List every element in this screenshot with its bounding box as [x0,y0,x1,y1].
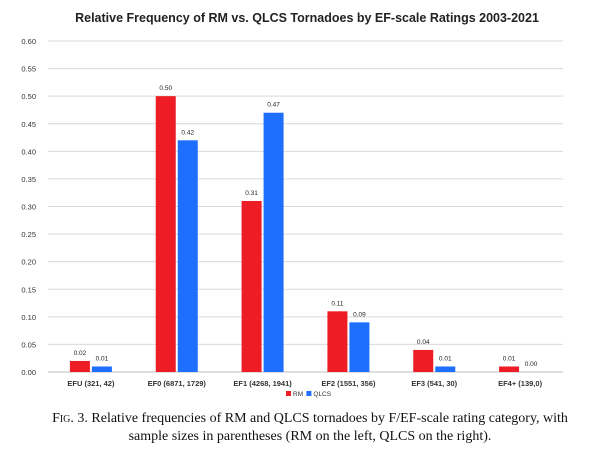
y-tick-label: 0.40 [21,147,36,156]
y-tick-label: 0.50 [21,92,36,101]
data-label-rm: 0.04 [417,339,430,346]
legend-swatch-qlcs [306,391,312,396]
figure-caption: Fig. 3. Relative frequencies of RM and Q… [40,410,580,446]
x-tick-label: EF4+ (139,0) [498,379,542,388]
x-tick-label: EF3 (541, 30) [411,379,457,388]
y-tick-label: 0.30 [21,203,36,212]
data-label-qlcs: 0.01 [439,355,452,362]
y-tick-label: 0.35 [21,175,36,184]
legend-swatch-rm [286,391,291,396]
data-label-rm: 0.02 [74,350,87,357]
chart-title: Relative Frequency of RM vs. QLCS Tornad… [75,11,539,25]
bar-rm-2 [241,200,262,372]
data-label-rm: 0.50 [159,85,172,92]
bar-qlcs-4 [435,366,456,372]
bar-rm-4 [413,349,434,372]
chart-area: Relative Frequency of RM vs. QLCS Tornad… [21,11,563,398]
bar-qlcs-0 [91,366,112,372]
x-tick-label: EF2 (1551, 356) [321,379,376,388]
y-tick-label: 0.05 [21,340,36,349]
bar-qlcs-3 [349,322,370,372]
y-tick-label: 0.00 [21,368,36,377]
data-label-qlcs: 0.00 [525,361,538,368]
x-tick-label: EF1 (4268, 1941) [233,379,292,388]
data-label-rm: 0.01 [503,355,516,362]
x-tick-label: EF0 (6871, 1729) [148,379,207,388]
y-tick-label: 0.55 [21,65,36,74]
y-tick-label: 0.25 [21,230,36,239]
x-tick-label: EFU (321, 42) [67,379,115,388]
data-label-qlcs: 0.47 [267,102,280,109]
caption-fig-label: Fig. 3. [52,411,88,426]
bar-rm-3 [327,311,348,372]
y-tick-label: 0.10 [21,313,36,322]
caption-text: Relative frequencies of RM and QLCS torn… [91,411,568,444]
data-label-rm: 0.31 [245,190,258,197]
bar-qlcs-1 [177,140,198,372]
legend-label-rm: RM [293,391,303,398]
data-label-qlcs: 0.42 [181,129,194,136]
legend-label-qlcs: QLCS [313,391,331,398]
bar-qlcs-2 [263,112,284,372]
data-label-qlcs: 0.01 [96,355,109,362]
y-tick-label: 0.20 [21,258,36,267]
bar-rm-1 [155,96,176,373]
y-tick-label: 0.45 [21,120,36,129]
data-label-qlcs: 0.09 [353,311,366,318]
y-tick-label: 0.15 [21,285,36,294]
bar-chart: Relative Frequency of RM vs. QLCS Tornad… [21,11,563,398]
data-label-rm: 0.11 [331,300,344,307]
bar-rm-5 [499,366,520,372]
bar-rm-0 [69,360,90,372]
y-tick-label: 0.60 [21,37,36,46]
